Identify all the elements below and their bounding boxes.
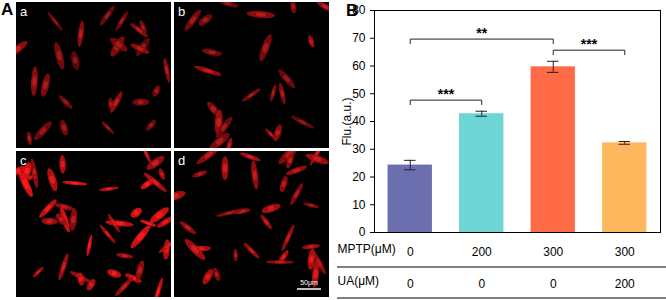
svg-text:80: 80 (352, 3, 366, 17)
svg-text:0: 0 (550, 277, 557, 291)
svg-text:60: 60 (352, 59, 366, 73)
svg-text:30: 30 (352, 142, 366, 156)
svg-text:Flu.(a.u.): Flu.(a.u.) (340, 97, 354, 145)
svg-text:200: 200 (615, 277, 635, 291)
svg-text:A: A (1, 0, 13, 19)
svg-text:**: ** (476, 25, 487, 41)
svg-text:300: 300 (543, 245, 563, 259)
svg-text:50: 50 (352, 87, 366, 101)
svg-text:0: 0 (407, 245, 414, 259)
svg-text:10: 10 (352, 198, 366, 212)
svg-text:20: 20 (352, 170, 366, 184)
svg-text:200: 200 (472, 245, 492, 259)
svg-text:UA(μM): UA(μM) (338, 274, 380, 288)
svg-text:a: a (20, 4, 28, 19)
svg-text:0: 0 (478, 277, 485, 291)
svg-text:***: *** (581, 36, 598, 52)
svg-text:300: 300 (615, 245, 635, 259)
svg-text:MPTP(μM): MPTP(μM) (338, 242, 396, 256)
svg-text:***: *** (438, 86, 455, 102)
svg-text:b: b (178, 4, 185, 19)
svg-text:d: d (178, 153, 185, 168)
svg-text:40: 40 (352, 114, 366, 128)
svg-text:50μm: 50μm (300, 279, 318, 287)
svg-text:c: c (20, 153, 27, 168)
svg-text:0: 0 (359, 225, 366, 239)
svg-text:70: 70 (352, 31, 366, 45)
svg-text:0: 0 (407, 277, 414, 291)
